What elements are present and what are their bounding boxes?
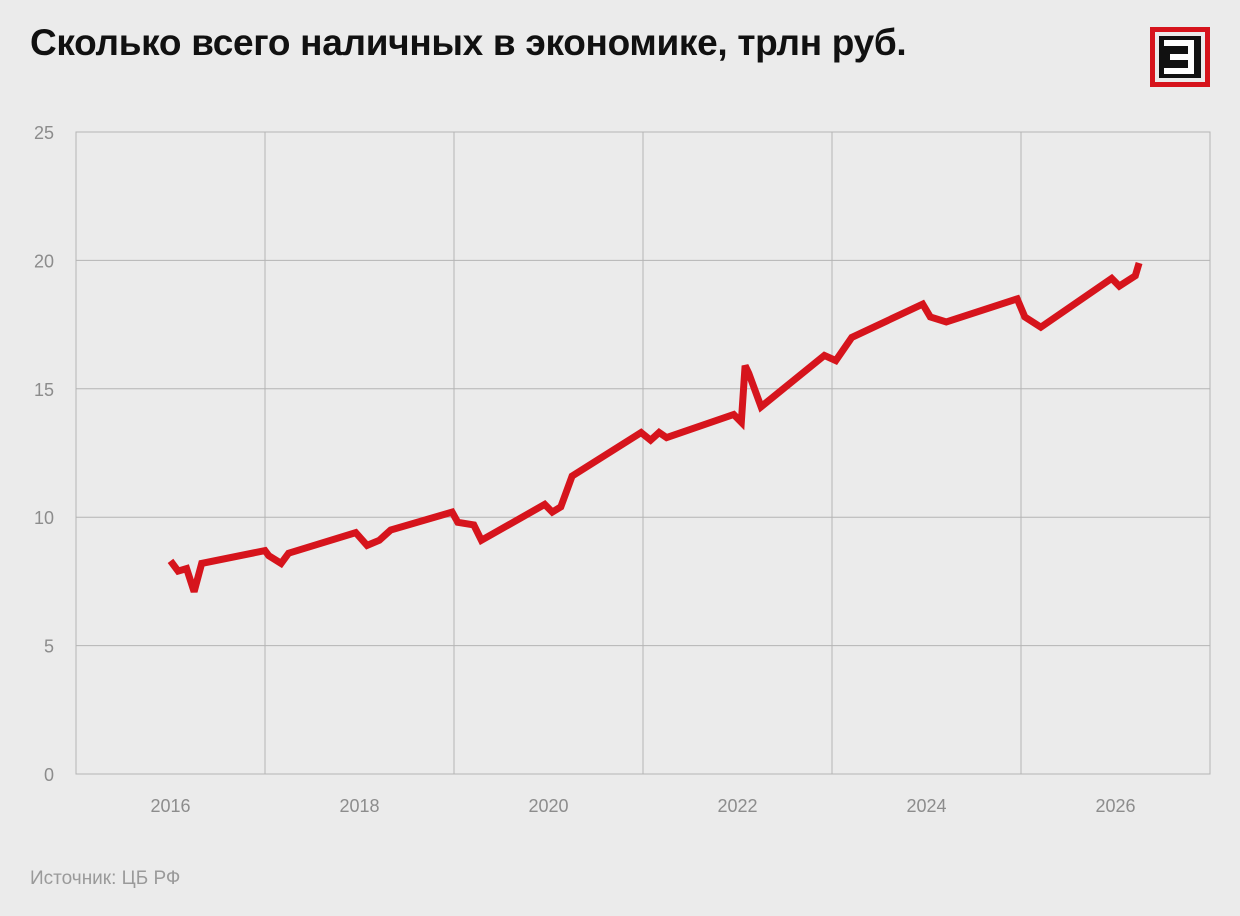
source-note: Источник: ЦБ РФ [30,868,181,889]
x-tick-label: 2026 [1095,796,1135,816]
x-tick-label: 2020 [528,796,568,816]
x-tick-label: 2022 [717,796,757,816]
chart-title: Сколько всего наличных в экономике, трлн… [30,22,907,63]
axis-labels: 0 5 10 15 20 25 2016 2018 2020 2022 2024 2026 [34,123,1136,816]
x-tick-label: 2016 [150,796,190,816]
logo-letter-e-icon [1164,40,1194,74]
series-layer [167,262,1143,593]
y-tick-label: 10 [34,508,54,528]
series-line-0 [167,262,1143,593]
y-tick-label: 0 [44,765,54,785]
logo [1150,27,1210,87]
y-tick-label: 5 [44,637,54,657]
grid-layer [75,131,1211,775]
y-tick-label: 25 [34,123,54,143]
x-tick-label: 2018 [339,796,379,816]
y-tick-label: 15 [34,380,54,400]
x-tick-label: 2024 [906,796,946,816]
y-tick-label: 20 [34,251,54,271]
